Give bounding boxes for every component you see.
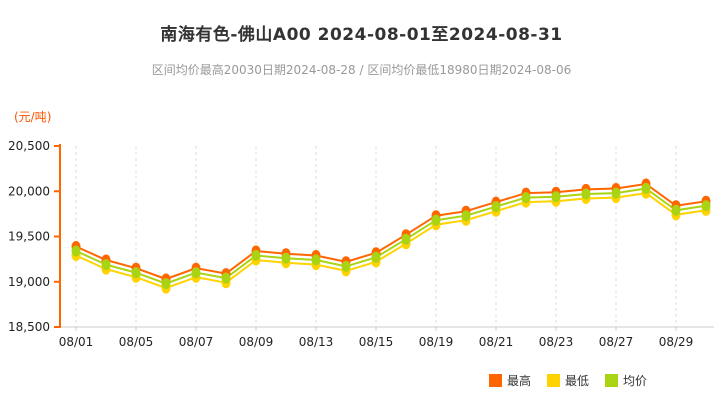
marker-avg (311, 254, 321, 266)
legend-label-high: 最高 (506, 374, 531, 388)
marker-avg (491, 201, 501, 213)
x-tick-label: 08/15 (359, 335, 394, 349)
legend-item-avg: 均价 (604, 372, 647, 389)
marker-avg (221, 272, 231, 284)
x-tick-label: 08/05 (119, 335, 154, 349)
legend-item-high: 最高 (488, 372, 531, 389)
x-tick-label: 08/29 (659, 335, 694, 349)
marker-avg (701, 200, 711, 212)
marker-avg (71, 245, 81, 257)
marker-avg (641, 183, 651, 194)
marker-avg (131, 267, 141, 279)
x-tick-label: 08/23 (539, 335, 574, 349)
marker-avg (401, 233, 411, 245)
x-tick-label: 08/27 (599, 335, 634, 349)
legend-label-low: 最低 (564, 374, 589, 388)
legend-item-low: 最低 (546, 372, 589, 389)
marker-avg (341, 260, 351, 272)
avg-series-swatch-icon (604, 374, 618, 387)
y-axis-unit-label: (元/吨) (14, 110, 52, 124)
x-tick-label: 08/09 (239, 335, 274, 349)
legend: 最高 最低 均价 (488, 372, 647, 389)
legend-label-avg: 均价 (622, 374, 647, 388)
series-line-high (75, 182, 707, 281)
y-tick-label: 20,000 (8, 184, 50, 198)
x-tick-label: 08/13 (299, 335, 334, 349)
y-tick-label: 18,500 (8, 320, 50, 334)
low-series-swatch-icon (546, 374, 560, 387)
x-tick-label: 08/21 (479, 335, 514, 349)
marker-avg (431, 214, 441, 226)
series-line-low (75, 192, 707, 290)
marker-avg (461, 210, 471, 222)
chart-subtitle: 区间均价最高20030日期2024-08-28 / 区间均价最低18980日期2… (151, 63, 572, 77)
marker-avg (611, 187, 621, 199)
marker-avg (581, 188, 591, 200)
marker-avg (101, 259, 111, 271)
marker-avg (191, 267, 201, 279)
marker-avg (671, 204, 681, 216)
y-tick-label: 20,500 (8, 139, 50, 153)
marker-avg (251, 250, 261, 261)
high-series-swatch-icon (488, 374, 502, 387)
marker-avg (551, 191, 561, 203)
y-tick-label: 19,000 (8, 275, 50, 289)
series-line-avg (75, 187, 707, 285)
x-tick-label: 08/07 (179, 335, 214, 349)
marker-avg (161, 278, 171, 290)
marker-avg (371, 251, 381, 263)
marker-avg (521, 192, 531, 204)
x-tick-label: 08/01 (59, 335, 94, 349)
marker-avg (281, 252, 291, 264)
chart-title: 南海有色-佛山A00 2024-08-01至2024-08-31 (160, 25, 563, 45)
y-tick-label: 19,500 (8, 230, 50, 244)
x-tick-label: 08/19 (419, 335, 454, 349)
